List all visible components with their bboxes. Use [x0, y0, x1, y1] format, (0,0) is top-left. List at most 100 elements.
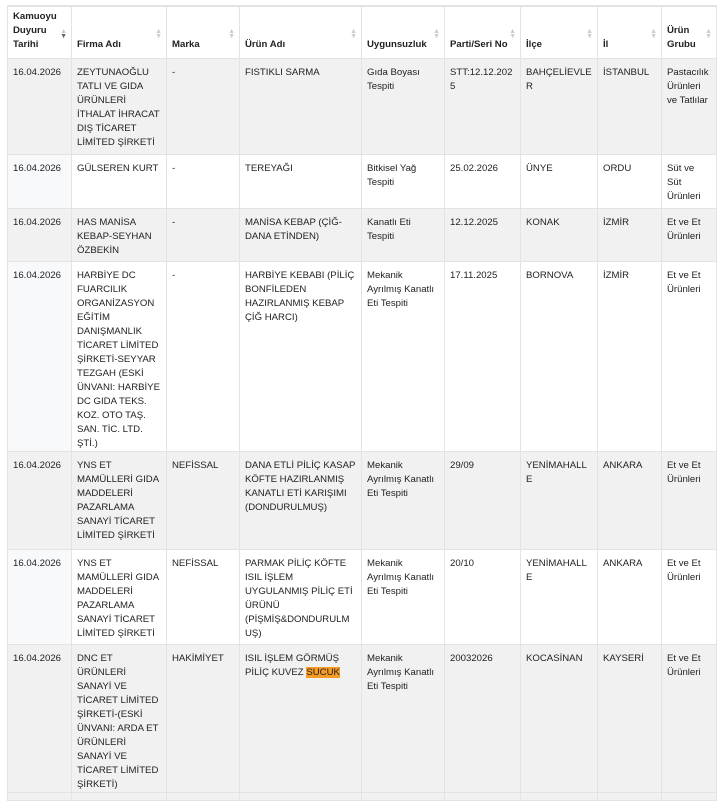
- cell-4: Mekanik Ayrılmış Kanatlı Eti Tespiti: [361, 644, 445, 793]
- sort-arrows-icon[interactable]: ▲ ▼: [586, 28, 593, 40]
- cell-empty: [444, 792, 521, 801]
- cell-1: ZEYTUNAOĞLU TATLI VE GIDA ÜRÜNLERİ İTHAL…: [71, 58, 167, 155]
- table-row: [7, 792, 717, 801]
- cell-6: KONAK: [520, 208, 598, 262]
- cell-5: 17.11.2025: [444, 261, 521, 452]
- cell-empty: [166, 792, 240, 801]
- cell-empty: [361, 792, 445, 801]
- cell-3: HARBİYE KEBABI (PİLİÇ BONFİLEDEN HAZIRLA…: [239, 261, 362, 452]
- table-row: 16.04.2026 GÜLSEREN KURT - TEREYAĞI Bitkisel…: [7, 154, 717, 209]
- cell-2: -: [166, 154, 240, 209]
- cell-7: KAYSERİ: [597, 644, 662, 793]
- cell-3: PARMAK PİLİÇ KÖFTE ISIL İŞLEM UYGULANMIŞ…: [239, 549, 362, 645]
- cell-8: Et ve Et Ürünleri: [661, 451, 717, 550]
- cell-7: ANKARA: [597, 549, 662, 645]
- sort-arrows-icon[interactable]: ▲ ▼: [433, 28, 440, 40]
- cell-7: ANKARA: [597, 451, 662, 550]
- column-header-4[interactable]: Uygunsuzluk ▲ ▼: [361, 5, 445, 59]
- cell-8: Süt ve Süt Ürünleri: [661, 154, 717, 209]
- sort-arrows-icon[interactable]: ▲ ▼: [705, 28, 712, 40]
- column-label: Uygunsuzluk: [367, 39, 427, 50]
- cell-7: İZMİR: [597, 208, 662, 262]
- cell-1: DNC ET ÜRÜNLERİ SANAYİ VE TİCARET LİMİTE…: [71, 644, 167, 793]
- cell-2: HAKİMİYET: [166, 644, 240, 793]
- sort-arrows-icon[interactable]: ▲ ▼: [509, 28, 516, 40]
- column-label: Parti/Seri No: [450, 39, 508, 50]
- cell-1: HARBİYE DC FUARCILIK ORGANİZASYON EĞİTİM…: [71, 261, 167, 452]
- cell-8: Pastacılık Ürünleri ve Tatlılar: [661, 58, 717, 155]
- cell-3: MANİSA KEBAP (ÇİĞ-DANA ETİNDEN): [239, 208, 362, 262]
- cell-0: 16.04.2026: [7, 208, 72, 262]
- table-row: 16.04.2026 HARBİYE DC FUARCILIK ORGANİZAS…: [7, 261, 717, 452]
- cell-6: ÜNYE: [520, 154, 598, 209]
- column-label: Kamuoyu Duyuru Tarihi: [13, 11, 57, 50]
- cell-empty: [7, 792, 72, 801]
- column-header-1[interactable]: Firma Adı ▲ ▼: [71, 5, 167, 59]
- sort-arrows-icon[interactable]: ▲ ▼: [350, 28, 357, 40]
- column-header-5[interactable]: Parti/Seri No ▲ ▼: [444, 5, 521, 59]
- cell-1: GÜLSEREN KURT: [71, 154, 167, 209]
- column-header-2[interactable]: Marka ▲ ▼: [166, 5, 240, 59]
- cell-empty: [71, 792, 167, 801]
- cell-4: Mekanik Ayrılmış Kanatlı Eti Tespiti: [361, 451, 445, 550]
- sort-arrows-icon[interactable]: ▲ ▼: [60, 28, 67, 40]
- cell-2: NEFİSSAL: [166, 451, 240, 550]
- sort-arrows-icon[interactable]: ▲ ▼: [155, 28, 162, 40]
- table-row: 16.04.2026 HAS MANİSA KEBAP-SEYHAN ÖZBEKİ…: [7, 208, 717, 262]
- cell-7: İZMİR: [597, 261, 662, 452]
- sort-arrows-icon[interactable]: ▲ ▼: [650, 28, 657, 40]
- cell-5: 20/10: [444, 549, 521, 645]
- cell-6: KOCASİNAN: [520, 644, 598, 793]
- cell-empty: [520, 792, 598, 801]
- cell-4: Gıda Boyası Tespiti: [361, 58, 445, 155]
- cell-1: HAS MANİSA KEBAP-SEYHAN ÖZBEKİN: [71, 208, 167, 262]
- column-label: İlçe: [526, 39, 543, 50]
- cell-2: -: [166, 208, 240, 262]
- cell-8: Et ve Et Ürünleri: [661, 549, 717, 645]
- cell-5: STT:12.12.2025: [444, 58, 521, 155]
- cell-3: TEREYAĞI: [239, 154, 362, 209]
- table-row: 16.04.2026 YNS ET MAMÜLLERİ GIDA MADDELER…: [7, 451, 717, 550]
- cell-4: Mekanik Ayrılmış Kanatlı Eti Tespiti: [361, 261, 445, 452]
- sort-arrows-icon[interactable]: ▲ ▼: [228, 28, 235, 40]
- cell-4: Mekanik Ayrılmış Kanatlı Eti Tespiti: [361, 549, 445, 645]
- cell-4: Kanatlı Eti Tespiti: [361, 208, 445, 262]
- table-header: Kamuoyu Duyuru Tarihi ▲ ▼ Firma Adı ▲ ▼ Marka ▲…: [7, 5, 717, 59]
- cell-1: YNS ET MAMÜLLERİ GIDA MADDELERİ PAZARLAM…: [71, 451, 167, 550]
- cell-2: -: [166, 261, 240, 452]
- cell-0: 16.04.2026: [7, 549, 72, 645]
- table-row: 16.04.2026 YNS ET MAMÜLLERİ GIDA MADDELER…: [7, 549, 717, 645]
- cell-8: Et ve Et Ürünleri: [661, 644, 717, 793]
- column-header-7[interactable]: İl ▲ ▼: [597, 5, 662, 59]
- cell-6: YENİMAHALLE: [520, 549, 598, 645]
- cell-5: 29/09: [444, 451, 521, 550]
- cell-4: Bitkisel Yağ Tespiti: [361, 154, 445, 209]
- column-label: Firma Adı: [77, 39, 121, 50]
- cell-5: 12.12.2025: [444, 208, 521, 262]
- cell-6: BAHÇELİEVLER: [520, 58, 598, 155]
- cell-8: Et ve Et Ürünleri: [661, 261, 717, 452]
- column-header-0[interactable]: Kamuoyu Duyuru Tarihi ▲ ▼: [7, 5, 72, 59]
- column-label: Ürün Grubu: [667, 25, 696, 50]
- cell-empty: [597, 792, 662, 801]
- column-header-3[interactable]: Ürün Adı ▲ ▼: [239, 5, 362, 59]
- column-label: Ürün Adı: [245, 39, 286, 50]
- column-label: Marka: [172, 39, 200, 50]
- cell-empty: [661, 792, 717, 801]
- column-label: İl: [603, 39, 609, 50]
- column-header-8[interactable]: Ürün Grubu ▲ ▼: [661, 5, 717, 59]
- cell-0: 16.04.2026: [7, 261, 72, 452]
- cell-3: DANA ETLİ PİLİÇ KASAP KÖFTE HAZIRLANMIŞ …: [239, 451, 362, 550]
- cell-7: ORDU: [597, 154, 662, 209]
- table-row: 16.04.2026 ZEYTUNAOĞLU TATLI VE GIDA ÜRÜN…: [7, 58, 717, 155]
- recall-table: Kamuoyu Duyuru Tarihi ▲ ▼ Firma Adı ▲ ▼ Marka ▲…: [7, 5, 717, 801]
- cell-8: Et ve Et Ürünleri: [661, 208, 717, 262]
- search-highlight: SUCUK: [306, 667, 340, 678]
- cell-0: 16.04.2026: [7, 644, 72, 793]
- cell-2: NEFİSSAL: [166, 549, 240, 645]
- cell-empty: [239, 792, 362, 801]
- cell-6: YENİMAHALLE: [520, 451, 598, 550]
- column-header-6[interactable]: İlçe ▲ ▼: [520, 5, 598, 59]
- cell-3: FISTIKLI SARMA: [239, 58, 362, 155]
- cell-5: 20032026: [444, 644, 521, 793]
